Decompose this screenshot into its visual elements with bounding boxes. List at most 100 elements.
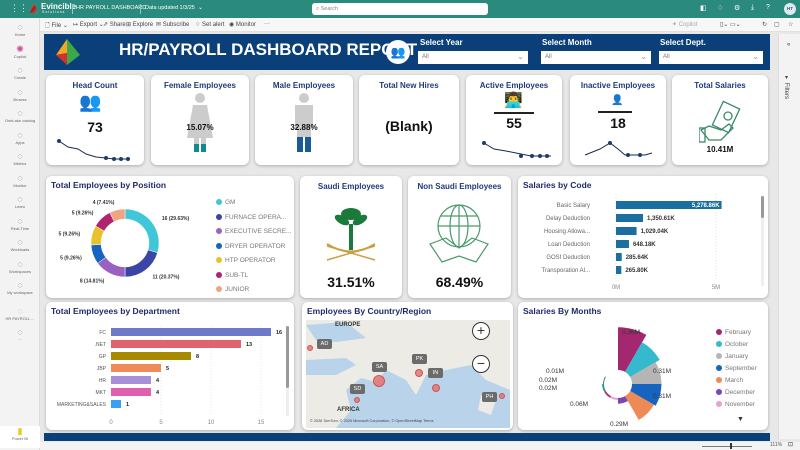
legend-item[interactable]: EXECUTIVE SECRE... [216, 228, 291, 235]
set-alert-button[interactable]: ♢ Set alert [195, 22, 225, 28]
scrollbar[interactable] [286, 326, 289, 416]
dept-bar-chart[interactable]: FC 16 .NET 13 GP 8 JBP 5 HR 4 MKT 4 MARKETING&SALES 1… [46, 302, 294, 430]
rail-item-browse[interactable]: ◌ Browse [0, 87, 40, 102]
country-bubble[interactable] [354, 397, 360, 403]
rail-item-workspaces[interactable]: ◌ Workspaces [0, 259, 40, 274]
legend-item[interactable]: DRYER OPERATOR [216, 242, 285, 250]
filters-label: ▾ Filters [783, 74, 789, 100]
data-label: 1 [126, 402, 129, 408]
legend-item[interactable]: FURNACE OPERA... [216, 213, 286, 221]
country-bubble[interactable] [415, 369, 423, 377]
year-dropdown[interactable]: All ⌄ [418, 51, 528, 64]
legend-item[interactable]: February [716, 329, 751, 336]
category-label: GOSI Deduction [546, 255, 590, 261]
report-name[interactable]: HR PAYROLL DASHBOARD [76, 5, 147, 11]
comment-icon[interactable]: ▢ [774, 22, 780, 28]
kpi-new-hires[interactable]: Total New Hires (Blank) [359, 75, 459, 165]
dept-dropdown[interactable]: All ⌄ [659, 51, 763, 64]
rail-item-hr-payroll-[interactable]: ◌ HR PAYROLL ... [0, 306, 40, 321]
legend-item[interactable]: HTP OPERATOR [216, 257, 276, 264]
rail-item-workloads[interactable]: ◌ Workloads [0, 237, 40, 252]
kpi-inactive[interactable]: Inactive Employees 👤 18 [570, 75, 666, 165]
legend-item[interactable]: September [716, 365, 757, 372]
power-bi-switcher[interactable]: ▮ Power BI [0, 426, 40, 448]
bell-icon[interactable]: ♢ [717, 5, 724, 12]
search-input[interactable]: ⌕ Search [312, 3, 488, 15]
export-menu[interactable]: ↦ Export ⌄ [73, 22, 104, 28]
kpi-active[interactable]: Active Employees 👨‍💻 55 [466, 75, 562, 165]
kpi-value: 31.51% [327, 274, 375, 290]
rail-item-apps[interactable]: ◌ Apps [0, 130, 40, 145]
legend-item[interactable]: October [716, 341, 748, 348]
country-bubble[interactable] [373, 375, 385, 387]
scrollbar[interactable] [761, 196, 764, 286]
rail-item-monitor[interactable]: ◌ Monitor [0, 173, 40, 188]
collapse-icon[interactable]: « [787, 42, 791, 48]
legend-scroll-down-icon[interactable]: ▼ [737, 416, 744, 423]
zoom-slider[interactable] [702, 446, 752, 447]
salaries-by-code-chart[interactable]: Basic Salary 5,278.86K Delay Deduction 1,35… [518, 176, 768, 298]
x-tick-label: 0 [109, 420, 113, 426]
rail-item-metrics[interactable]: ◌ Metrics [0, 151, 40, 166]
rail-item-home[interactable]: ◌ Home [0, 22, 40, 37]
bar [616, 266, 622, 274]
avatar[interactable]: HT [784, 3, 796, 15]
power-bi-icon: ▮ [17, 426, 23, 436]
zoom-out-button[interactable]: − [472, 355, 490, 373]
filters-pane[interactable]: « ▾ Filters [778, 34, 800, 439]
month-dropdown[interactable]: All ⌄ [541, 51, 651, 64]
kpi-male[interactable]: Male Employees 32.88% [255, 75, 353, 165]
zoom-in-button[interactable]: + [472, 322, 490, 340]
download-icon[interactable]: ⤓ [751, 4, 755, 11]
bar [111, 352, 191, 360]
more-button[interactable]: ··· [264, 21, 270, 27]
panel-icon[interactable]: ◧ [700, 5, 707, 12]
copilot-button[interactable]: ✦ Copilot [672, 22, 698, 28]
rail-item-onelake-catalog[interactable]: ◌ OneLake catalog [0, 108, 40, 123]
kpi-head-count[interactable]: Head Count 👥 73 [46, 75, 144, 165]
explore-button[interactable]: ⊞ Explore [126, 22, 154, 28]
legend-item[interactable]: December [716, 389, 755, 396]
users-icon: 👥 [386, 40, 410, 64]
data-updated[interactable]: Data updated 1/3/25 [145, 5, 195, 11]
file-menu[interactable]: 🗋 File ⌄ [45, 23, 68, 29]
kpi-female[interactable]: Female Employees 15.07% [151, 75, 249, 165]
legend-item[interactable]: November [716, 401, 755, 408]
kpi-title: Female Employees [163, 81, 237, 90]
gear-icon[interactable]: ⚙ [734, 5, 741, 12]
legend-item[interactable]: GM [216, 199, 235, 206]
rail-item-create[interactable]: ◌ Create [0, 65, 40, 80]
saudi-card[interactable]: Saudi Employees 31.51% [300, 176, 402, 298]
zoom-slider-handle[interactable] [730, 443, 732, 449]
legend-dot [216, 286, 222, 292]
data-label: 648.18K [633, 242, 656, 248]
rail-item-my-workspace[interactable]: ◌ My workspace [0, 280, 40, 295]
legend-item[interactable]: JUNIOR [216, 286, 249, 293]
legend-item[interactable]: SUB-TL [216, 271, 248, 279]
position-donut-chart[interactable]: 16 (29.63%) 11 (20.37%) 8 (14.81%) 5 (9.26%… [46, 176, 294, 298]
rail-item--[interactable]: ◌ ··· [0, 327, 40, 342]
non-saudi-card[interactable]: Non Saudi Employees 68.49% [408, 176, 511, 298]
data-label: 13 [246, 342, 252, 348]
help-icon[interactable]: ? [766, 4, 770, 11]
donut-data-label: 11 (20.37%) [152, 275, 179, 281]
legend-item[interactable]: January [716, 353, 748, 360]
legend-item[interactable]: March [716, 377, 743, 384]
share-button[interactable]: ⇗ Share [103, 22, 126, 28]
rail-item-learn[interactable]: ◌ Learn [0, 194, 40, 209]
view-icon[interactable]: ▯⌄ ▭⌄ [720, 22, 741, 28]
monitor-button[interactable]: ◉ Monitor [229, 22, 256, 28]
country-bubble[interactable] [432, 384, 440, 392]
country-bubble[interactable] [499, 393, 505, 399]
fit-page-icon[interactable]: ⊡ [788, 442, 794, 448]
app-launcher-icon[interactable]: ⋮⋮ [10, 3, 28, 13]
favorite-icon[interactable]: ☆ [788, 22, 794, 28]
kpi-total-salaries[interactable]: Total Salaries 10.41M [672, 75, 768, 165]
subscribe-button[interactable]: ✉ Subscribe [156, 22, 190, 28]
rail-item-real-time[interactable]: ◌ Real-Time [0, 216, 40, 231]
refresh-icon[interactable]: ↻ [762, 22, 768, 28]
rail-item-copilot[interactable]: ✺ Copilot [0, 44, 40, 59]
country-bubble[interactable] [307, 345, 313, 351]
chevron-down-icon[interactable]: ⌄ [198, 5, 204, 11]
